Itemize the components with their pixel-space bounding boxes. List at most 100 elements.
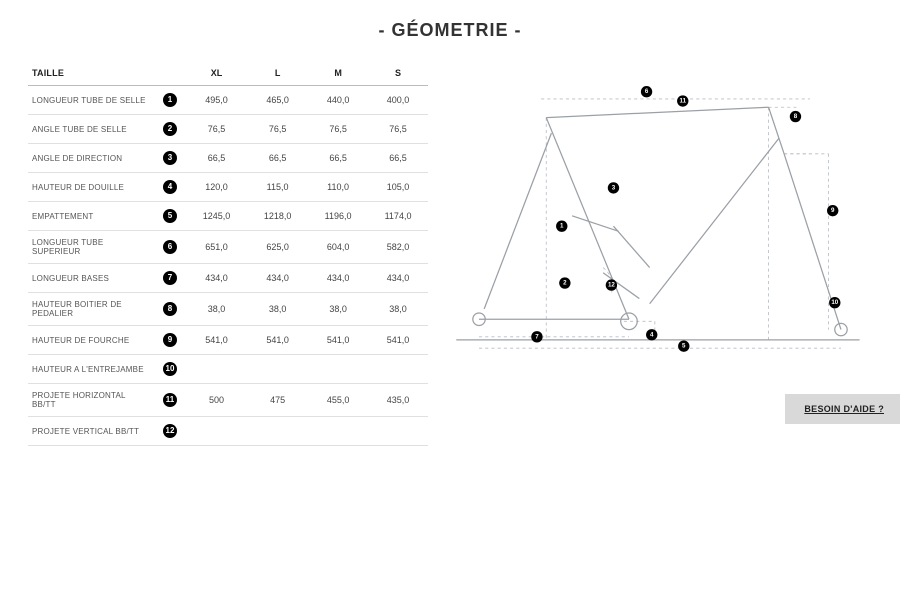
cell-s: 541,0 [368, 326, 428, 355]
svg-text:12: 12 [608, 282, 615, 289]
cell-l: 475 [247, 384, 308, 417]
row-index: 6 [154, 231, 186, 264]
cell-l: 434,0 [247, 264, 308, 293]
table-row: PROJETE HORIZONTAL BB/TT11500475455,0435… [28, 384, 428, 417]
cell-s: 435,0 [368, 384, 428, 417]
cell-m: 1196,0 [308, 202, 368, 231]
diagram-marker-8: 8 [790, 111, 801, 122]
table-row: LONGUEUR BASES7434,0434,0434,0434,0 [28, 264, 428, 293]
cell-s: 76,5 [368, 115, 428, 144]
diagram-marker-5: 5 [678, 340, 689, 351]
cell-m: 110,0 [308, 173, 368, 202]
cell-xl: 651,0 [186, 231, 247, 264]
cell-m: 434,0 [308, 264, 368, 293]
table-row: HAUTEUR A L'ENTREJAMBE10 [28, 355, 428, 384]
table-row: ANGLE TUBE DE SELLE276,576,576,576,5 [28, 115, 428, 144]
svg-text:2: 2 [563, 280, 567, 287]
row-label: PROJETE VERTICAL BB/TT [28, 417, 154, 446]
row-label: HAUTEUR A L'ENTREJAMBE [28, 355, 154, 384]
table-row: LONGUEUR TUBE DE SELLE1495,0465,0440,040… [28, 86, 428, 115]
table-row: HAUTEUR BOITIER DE PEDALIER838,038,038,0… [28, 293, 428, 326]
cell-xl [186, 417, 247, 446]
table-header-row: TAILLE XL L M S [28, 61, 428, 86]
cell-m: 76,5 [308, 115, 368, 144]
cell-s: 38,0 [368, 293, 428, 326]
row-index: 11 [154, 384, 186, 417]
header-taille: TAILLE [28, 61, 154, 86]
cell-m: 66,5 [308, 144, 368, 173]
cell-xl: 495,0 [186, 86, 247, 115]
diagram-marker-1: 1 [556, 220, 567, 231]
row-index: 5 [154, 202, 186, 231]
header-num [154, 61, 186, 86]
cell-s: 582,0 [368, 231, 428, 264]
row-index: 10 [154, 355, 186, 384]
cell-l: 541,0 [247, 326, 308, 355]
row-index: 4 [154, 173, 186, 202]
table-row: ANGLE DE DIRECTION366,566,566,566,5 [28, 144, 428, 173]
bike-geometry-diagram: 123456789101112 [448, 61, 872, 381]
svg-text:1: 1 [560, 223, 564, 230]
row-label: LONGUEUR TUBE SUPERIEUR [28, 231, 154, 264]
row-label: HAUTEUR BOITIER DE PEDALIER [28, 293, 154, 326]
cell-s [368, 355, 428, 384]
row-index: 9 [154, 326, 186, 355]
table-row: PROJETE VERTICAL BB/TT12 [28, 417, 428, 446]
header-l: L [247, 61, 308, 86]
cell-l: 625,0 [247, 231, 308, 264]
cell-xl [186, 355, 247, 384]
diagram-marker-9: 9 [827, 205, 838, 216]
cell-l: 465,0 [247, 86, 308, 115]
cell-m [308, 355, 368, 384]
cell-s: 400,0 [368, 86, 428, 115]
cell-l: 66,5 [247, 144, 308, 173]
geometry-table-container: TAILLE XL L M S LONGUEUR TUBE DE SELLE14… [28, 61, 428, 446]
row-index: 2 [154, 115, 186, 144]
row-index: 8 [154, 293, 186, 326]
cell-s: 66,5 [368, 144, 428, 173]
bike-diagram-container: 123456789101112 [428, 61, 872, 446]
cell-s: 105,0 [368, 173, 428, 202]
cell-xl: 434,0 [186, 264, 247, 293]
row-label: LONGUEUR BASES [28, 264, 154, 293]
cell-xl: 120,0 [186, 173, 247, 202]
diagram-marker-3: 3 [608, 182, 619, 193]
cell-l: 38,0 [247, 293, 308, 326]
diagram-marker-2: 2 [559, 277, 570, 288]
table-row: HAUTEUR DE DOUILLE4120,0115,0110,0105,0 [28, 173, 428, 202]
cell-xl: 1245,0 [186, 202, 247, 231]
content-row: TAILLE XL L M S LONGUEUR TUBE DE SELLE14… [0, 41, 900, 446]
cell-s: 434,0 [368, 264, 428, 293]
svg-text:6: 6 [645, 88, 649, 95]
help-button[interactable]: BESOIN D'AIDE ? [785, 394, 900, 424]
row-label: PROJETE HORIZONTAL BB/TT [28, 384, 154, 417]
svg-text:10: 10 [831, 299, 838, 306]
cell-l [247, 355, 308, 384]
diagram-marker-6: 6 [641, 86, 652, 97]
row-index: 12 [154, 417, 186, 446]
cell-m: 455,0 [308, 384, 368, 417]
row-label: EMPATTEMENT [28, 202, 154, 231]
row-index: 3 [154, 144, 186, 173]
svg-text:4: 4 [650, 331, 654, 338]
cell-m: 604,0 [308, 231, 368, 264]
row-label: HAUTEUR DE FOURCHE [28, 326, 154, 355]
table-row: HAUTEUR DE FOURCHE9541,0541,0541,0541,0 [28, 326, 428, 355]
row-label: LONGUEUR TUBE DE SELLE [28, 86, 154, 115]
cell-xl: 541,0 [186, 326, 247, 355]
section-title: - GÉOMETRIE - [0, 0, 900, 41]
cell-s: 1174,0 [368, 202, 428, 231]
row-label: HAUTEUR DE DOUILLE [28, 173, 154, 202]
table-row: EMPATTEMENT51245,01218,01196,01174,0 [28, 202, 428, 231]
row-index: 1 [154, 86, 186, 115]
cell-l: 1218,0 [247, 202, 308, 231]
geometry-table: TAILLE XL L M S LONGUEUR TUBE DE SELLE14… [28, 61, 428, 446]
cell-m: 541,0 [308, 326, 368, 355]
cell-xl: 76,5 [186, 115, 247, 144]
table-row: LONGUEUR TUBE SUPERIEUR6651,0625,0604,05… [28, 231, 428, 264]
cell-xl: 38,0 [186, 293, 247, 326]
cell-m: 38,0 [308, 293, 368, 326]
diagram-marker-4: 4 [646, 329, 657, 340]
cell-xl: 500 [186, 384, 247, 417]
cell-s [368, 417, 428, 446]
